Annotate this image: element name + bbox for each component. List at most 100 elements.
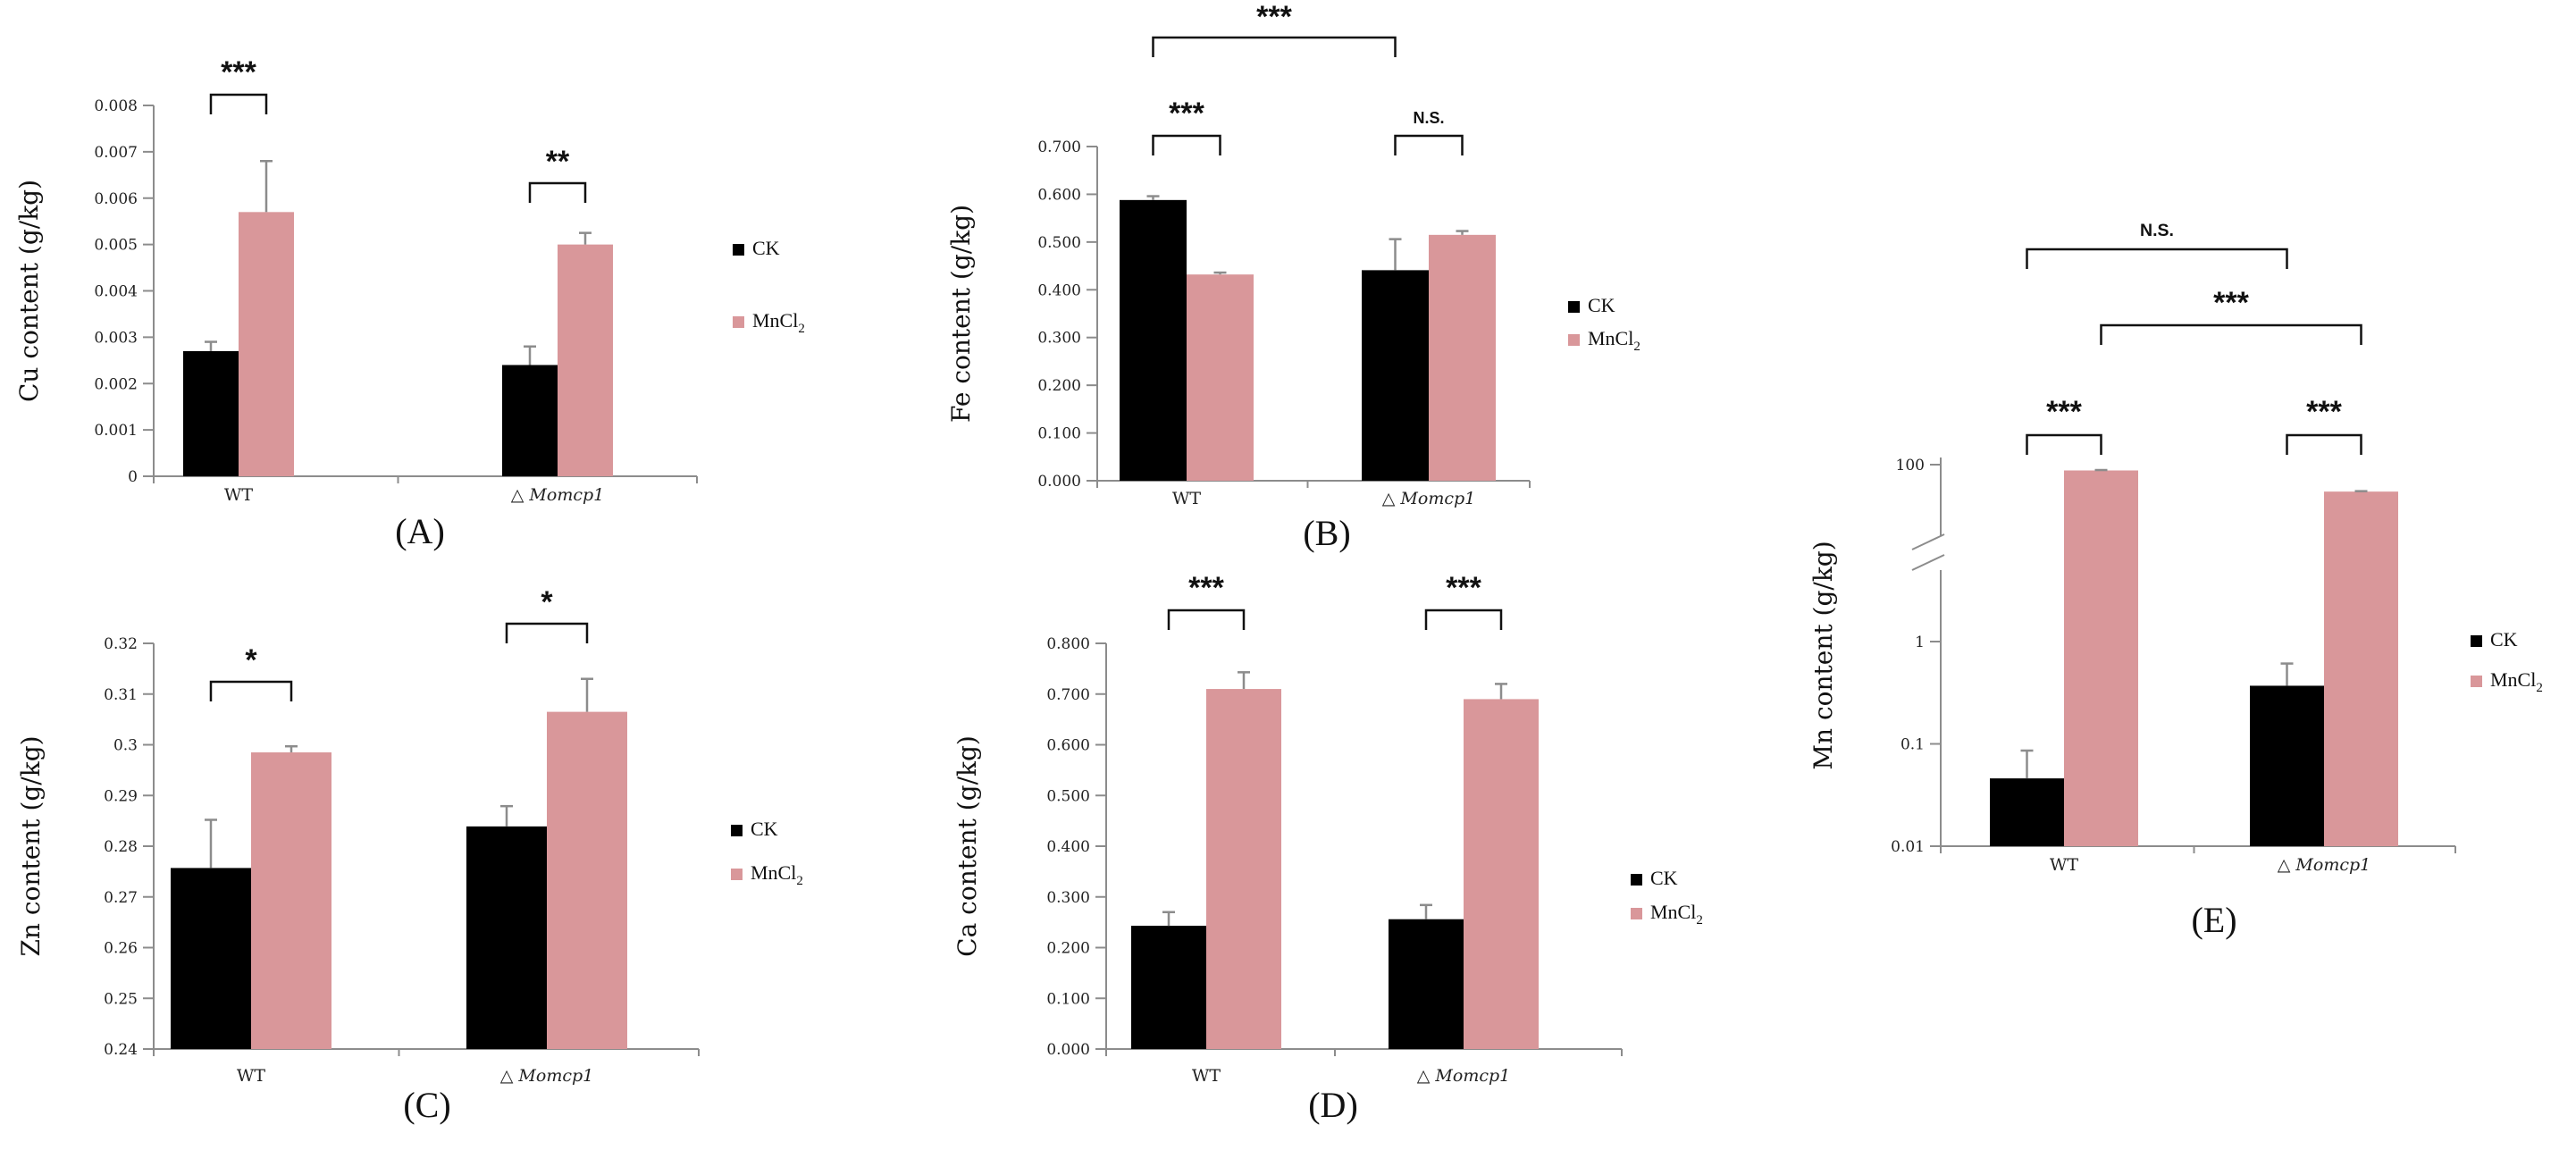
y-axis-title-element: Ca — [952, 923, 982, 957]
legend-swatch-ck — [731, 825, 743, 836]
legend-label-mncl2-main: MnCl — [1588, 327, 1633, 349]
legend-label-mncl2-main: MnCl — [1650, 901, 1696, 923]
bar-mncl2-wt — [1187, 274, 1254, 481]
category-label-main: △ — [2278, 855, 2296, 875]
significance-bracket — [1394, 134, 1464, 155]
legend-label-mncl2: MnCl2 — [1650, 901, 1703, 928]
significance-label: N.S. — [2140, 221, 2174, 240]
y-tick-label: 0.26 — [104, 940, 138, 958]
significance-label: *** — [1446, 571, 1481, 605]
y-tick-label: 0.200 — [1037, 377, 1081, 395]
bar-ck-mut — [502, 365, 558, 476]
chart-C: 0.24 0.25 0.26 0.27 0.28 0.29 0.3 0.31 0.32 Zn co… — [16, 585, 803, 1125]
legend-swatch-mncl2 — [2471, 676, 2482, 687]
y-tick-label: 0.01 — [1891, 838, 1925, 856]
y-tick-label: 0.400 — [1037, 281, 1081, 299]
legend-swatch-ck — [1631, 874, 1642, 886]
significance-label: *** — [2213, 286, 2249, 320]
legend-label-ck: CK — [751, 818, 778, 840]
significance-label: * — [541, 585, 553, 619]
legend-label-mncl2: MnCl2 — [752, 309, 805, 336]
legend-label-mncl2: MnCl2 — [2490, 668, 2543, 695]
y-tick-label: 0.31 — [104, 686, 138, 704]
significance-label: *** — [1169, 97, 1204, 130]
y-tick-label: 0.000 — [1037, 473, 1081, 491]
legend-label-ck: CK — [2490, 628, 2518, 651]
category-label: WT — [1172, 489, 1202, 508]
bar-ck-wt — [171, 868, 251, 1049]
legend-label-mncl2-sub: 2 — [1696, 913, 1703, 928]
y-axis-title: Cu content (g/kg) — [14, 180, 44, 402]
y-tick-label: 0.001 — [94, 422, 138, 440]
y-tick-label: 0.29 — [104, 787, 138, 805]
category-label-main: WT — [237, 1066, 266, 1086]
y-tick-label: 0.27 — [104, 889, 138, 907]
category-label-main: WT — [2050, 855, 2079, 875]
y-tick-label: 0.008 — [94, 97, 138, 115]
legend-swatch-mncl2 — [1631, 908, 1642, 919]
y-tick-label: 0.24 — [104, 1041, 138, 1059]
bar-mncl2-mut — [2324, 491, 2398, 846]
y-tick-label: 0.006 — [94, 190, 138, 208]
legend-swatch-ck — [1568, 301, 1580, 313]
legend-label-mncl2-sub: 2 — [796, 874, 803, 888]
y-tick-label: 0.300 — [1046, 889, 1090, 907]
significance-label: *** — [221, 55, 256, 89]
significance-bracket — [505, 622, 589, 643]
significance-bracket — [1152, 134, 1221, 155]
panel-label: (E) — [2191, 900, 2236, 940]
bar-ck-wt — [183, 350, 239, 476]
category-label-italic: Momcp1 — [528, 485, 604, 505]
legend-label-mncl2: MnCl2 — [1588, 327, 1640, 354]
y-tick-label: 0.600 — [1037, 186, 1081, 204]
y-axis-title-element: Mn — [1808, 728, 1838, 770]
significance-bracket — [2026, 248, 2288, 269]
legend-swatch-ck — [733, 244, 744, 256]
category-label-main: △ — [1382, 489, 1401, 508]
category-label-main: △ — [511, 485, 530, 505]
panel-label: (A) — [395, 511, 445, 551]
y-tick-label: 1 — [1915, 634, 1925, 651]
legend-swatch-mncl2 — [731, 869, 743, 880]
category-label: △ Momcp1 — [511, 485, 604, 505]
significance-bracket — [209, 93, 268, 114]
bar-mncl2-mut — [1429, 234, 1496, 481]
y-axis-title-element: Zn — [16, 923, 46, 957]
bar-mncl2-wt — [251, 752, 331, 1049]
y-tick-label: 0.700 — [1037, 139, 1081, 156]
y-tick-label: 0.003 — [94, 329, 138, 347]
y-tick-label: 0.500 — [1037, 234, 1081, 252]
y-tick-label: 0.300 — [1037, 330, 1081, 348]
bar-mncl2-mut — [558, 244, 613, 476]
y-tick-label: 0.25 — [104, 990, 138, 1008]
category-label: △ Momcp1 — [1417, 1066, 1510, 1086]
y-axis-title-unit: content (g/kg) — [946, 205, 976, 392]
category-label: △ Momcp1 — [1382, 489, 1475, 508]
y-axis-title: Ca content (g/kg) — [952, 735, 982, 957]
y-tick-label: 100 — [1896, 457, 1925, 474]
bar-mncl2-mut — [1464, 699, 1539, 1049]
chart-D: 0.000 0.100 0.200 0.300 0.400 0.500 0.600 0.700… — [952, 571, 1703, 1125]
y-tick-label: 0.007 — [94, 144, 138, 162]
y-axis-title-unit: content (g/kg) — [16, 735, 46, 923]
category-label: WT — [1192, 1066, 1221, 1086]
chart-E: 0.01 0.1 1 100 Mn content (g/kg) WT △ Momcp1 **… — [1808, 221, 2543, 940]
significance-bracket — [1152, 36, 1397, 57]
bar-mncl2-wt — [2064, 470, 2138, 846]
y-tick-label: 0.400 — [1046, 838, 1090, 856]
significance-bracket — [1424, 609, 1503, 630]
significance-label: * — [245, 643, 257, 677]
bar-ck-mut — [466, 826, 547, 1049]
category-label-main: △ — [500, 1066, 519, 1086]
chart-B: 0.000 0.100 0.200 0.300 0.400 0.500 0.600 0.700… — [946, 0, 1640, 553]
legend-label-mncl2-main: MnCl — [2490, 668, 2536, 691]
y-tick-label: 0.004 — [94, 283, 138, 301]
y-axis-title: Fe content (g/kg) — [946, 205, 976, 423]
category-label-italic: Momcp1 — [2295, 855, 2370, 875]
category-label-italic: Momcp1 — [1399, 489, 1475, 508]
panel-label: (D) — [1308, 1085, 1358, 1125]
category-label: △ Momcp1 — [500, 1066, 593, 1086]
y-axis-title: Zn content (g/kg) — [16, 735, 46, 956]
y-tick-label: 0 — [128, 468, 138, 486]
